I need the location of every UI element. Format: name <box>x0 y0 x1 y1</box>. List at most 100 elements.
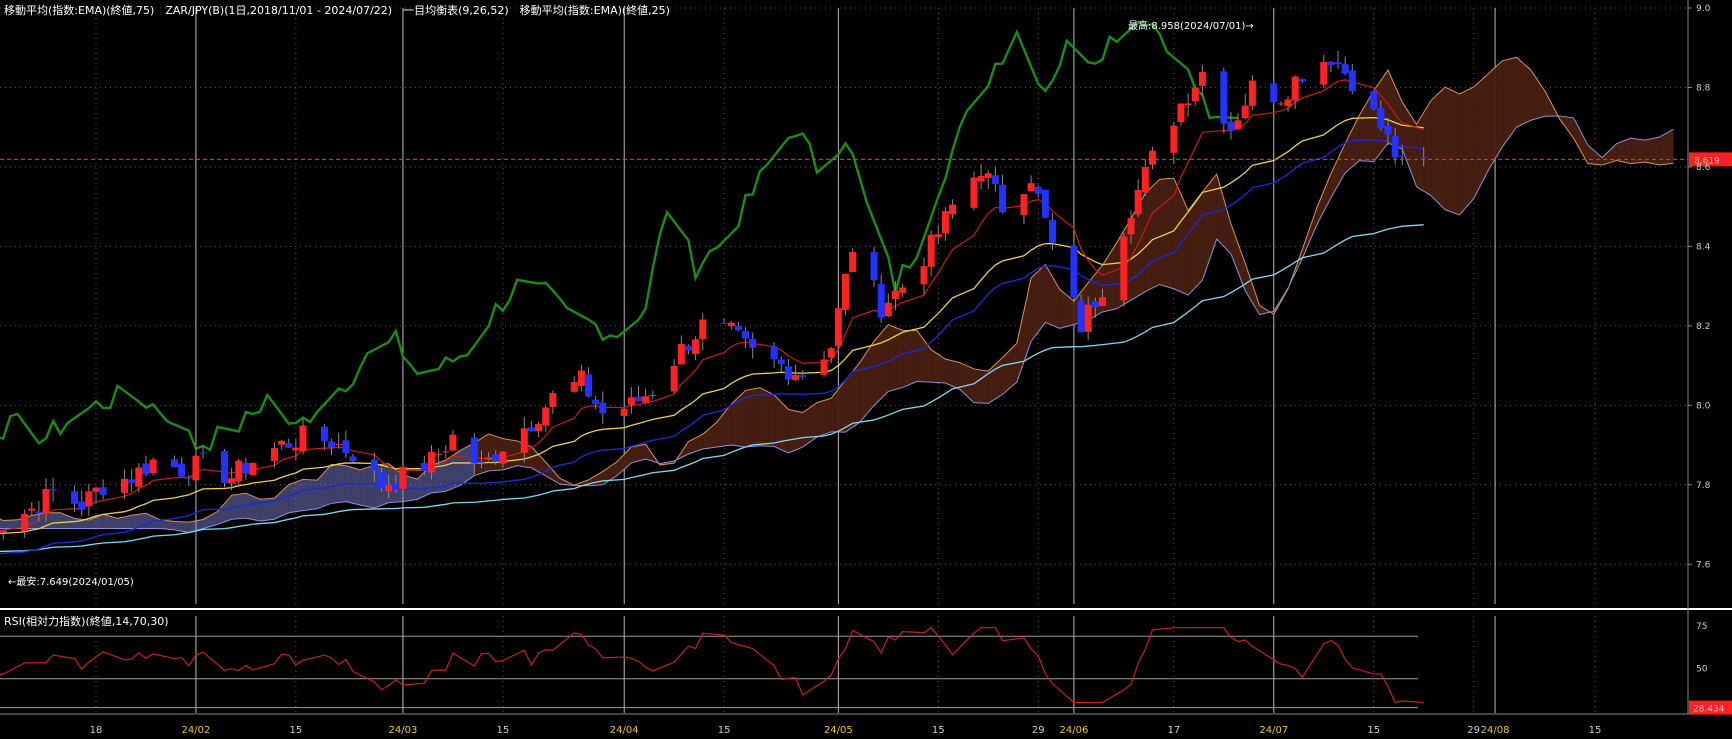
time-tick-label: 17 <box>1167 725 1180 736</box>
cloud-segment <box>174 521 189 533</box>
candle-body <box>1384 126 1392 135</box>
candle-body <box>699 319 707 340</box>
cloud-segment <box>1445 87 1460 215</box>
cloud-segment <box>417 465 432 500</box>
candle-body <box>378 472 386 489</box>
candle-body <box>677 343 685 365</box>
price-tick-label: 8.6 <box>1696 163 1711 173</box>
candle-body <box>1020 194 1028 216</box>
time-tick-label: 24/06 <box>1060 725 1089 736</box>
cloud-segment <box>131 513 146 529</box>
candle-body <box>777 359 785 365</box>
time-tick-label: 15 <box>1367 725 1380 736</box>
candle-body <box>0 530 7 533</box>
candle-body <box>1334 62 1342 65</box>
cloud-segment <box>973 368 989 404</box>
candle-body <box>121 478 129 493</box>
candle-body <box>270 447 278 461</box>
cloud-segment <box>774 394 789 454</box>
candle-body <box>1377 108 1385 129</box>
cloud-segment <box>1516 57 1531 128</box>
candle-body <box>1241 105 1249 119</box>
cloud-segment <box>902 330 917 388</box>
candle-body <box>78 501 86 510</box>
cloud-segment <box>345 465 361 505</box>
candle-body <box>627 397 635 405</box>
cloud-segment <box>88 514 104 529</box>
cloud-segment <box>831 380 846 433</box>
candle-body <box>891 290 899 300</box>
candle-body <box>35 511 43 514</box>
cloud-segment <box>531 446 546 476</box>
candle-body <box>570 381 578 392</box>
candle-body <box>542 407 550 426</box>
cloud-segment <box>717 404 732 448</box>
cloud-segment <box>688 434 703 455</box>
candle-body <box>1348 70 1356 92</box>
candle-body <box>770 346 778 360</box>
price-tick-label: 7.8 <box>1696 481 1711 491</box>
senkou-span-a <box>0 56 1674 523</box>
candle-body <box>1298 79 1306 82</box>
cloud-segment <box>959 362 974 403</box>
candle-body <box>249 462 257 476</box>
cloud-segment <box>931 349 946 383</box>
cloud-segment <box>203 511 218 529</box>
candle-body <box>171 459 179 468</box>
cloud-segment <box>602 461 618 485</box>
cloud-segment <box>117 515 132 529</box>
cloud-segment <box>545 462 560 485</box>
cloud-segment <box>845 362 860 433</box>
senkou-span-b <box>0 115 1674 533</box>
candle-body <box>642 396 650 403</box>
cloud-segment <box>1316 173 1331 226</box>
cloud-segment <box>1031 264 1046 342</box>
cloud-segment <box>1359 90 1374 162</box>
cloud-segment <box>1644 137 1660 165</box>
candle-body <box>884 302 892 317</box>
candle-body <box>320 426 328 442</box>
time-tick-label: 15 <box>497 725 510 736</box>
candle-body <box>941 211 949 234</box>
candle-body <box>1277 103 1285 105</box>
candle-body <box>1220 71 1228 124</box>
cloud-segment <box>802 402 817 448</box>
cloud-segment <box>1459 86 1474 215</box>
cloud-segment <box>445 450 461 492</box>
tenkan-line <box>0 79 1424 531</box>
price-tick-label: 8.2 <box>1696 322 1710 332</box>
candle-body <box>1091 301 1099 308</box>
cloud-segment <box>288 479 304 513</box>
candle-body <box>1070 245 1078 298</box>
candle-body <box>1420 157 1428 159</box>
candle-body <box>427 451 435 473</box>
cloud-segment <box>1330 143 1346 198</box>
candle-body <box>870 251 878 281</box>
cloud-segment <box>1659 129 1674 165</box>
low-price-annotation: ←最安:7.649(2024/01/05) <box>8 575 134 588</box>
candle-body <box>292 447 300 451</box>
candle-body <box>734 325 742 331</box>
candle-body <box>527 427 535 431</box>
candle-body <box>1370 91 1378 110</box>
candle-body <box>449 434 457 451</box>
candle-body <box>977 175 985 182</box>
candle-body <box>99 487 107 495</box>
rsi-line <box>0 626 1424 704</box>
cloud-segment <box>160 519 175 530</box>
candle-body <box>185 477 193 479</box>
candle-body <box>342 440 350 454</box>
cloud-segment <box>1059 289 1074 329</box>
candles <box>0 50 1428 540</box>
candle-body <box>970 177 978 208</box>
cloud-segment <box>103 514 118 529</box>
high-price-annotation: 最高:8.958(2024/07/01)→ <box>1128 19 1254 32</box>
ema75-line <box>0 224 1424 553</box>
candle-body <box>242 462 250 474</box>
cloud-segment <box>245 493 261 522</box>
candle-body <box>999 184 1007 213</box>
cloud-segment <box>60 512 75 529</box>
candle-body <box>577 370 585 386</box>
candle-body <box>984 173 992 178</box>
